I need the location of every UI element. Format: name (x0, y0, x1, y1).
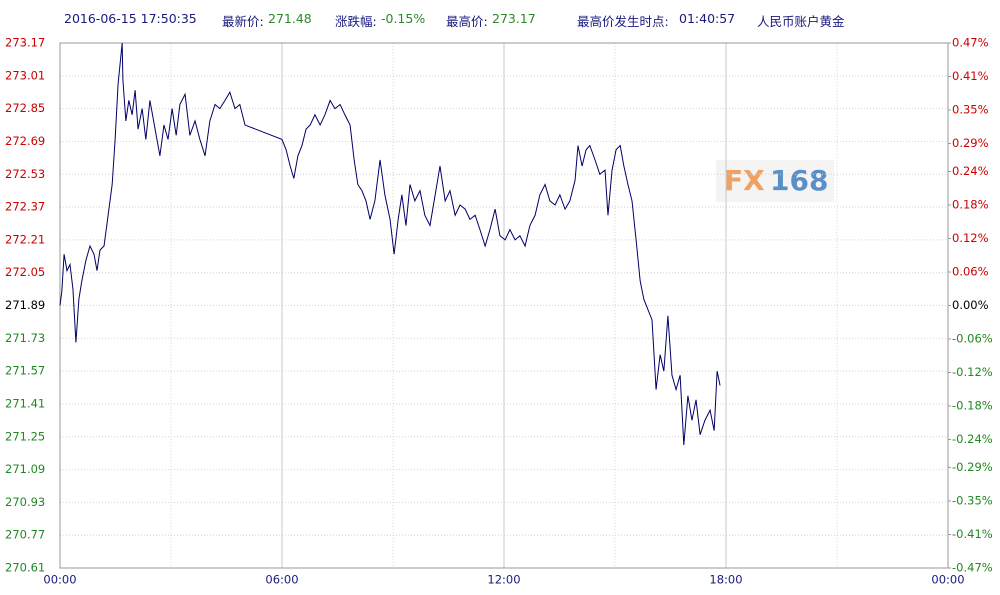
y-tick-label: 272.05 (5, 265, 45, 279)
y2-tick-label: -0.41% (952, 527, 993, 541)
y2-tick-label: 0.18% (952, 197, 989, 211)
y2-tick-label: -0.47% (952, 561, 993, 575)
y2-tick-label: -0.12% (952, 365, 993, 379)
y2-tick-label: -0.24% (952, 432, 993, 446)
y2-tick-label: -0.06% (952, 332, 993, 346)
y2-tick-label: 0.24% (952, 164, 989, 178)
high: 273.17 (492, 11, 536, 26)
y2-tick-label: -0.29% (952, 460, 993, 474)
latest-label: 最新价: (222, 14, 264, 29)
x-tick-label: 06:00 (265, 573, 298, 587)
y-tick-label: 272.37 (5, 200, 45, 214)
y-tick-label: 271.25 (5, 429, 45, 443)
y-tick-label: 272.85 (5, 101, 45, 115)
high-time-label: 最高价发生时点: (577, 14, 669, 29)
y-tick-label: 271.89 (5, 298, 45, 312)
product: 人民币账户黄金 (757, 14, 845, 29)
x-tick-label: 00:00 (931, 573, 964, 587)
header: 2016-06-15 17:50:35 最新价: 271.48 涨跌幅: -0.… (0, 0, 1000, 36)
y-tick-label: 272.53 (5, 167, 45, 181)
y-tick-label: 271.73 (5, 331, 45, 345)
price-line (59, 42, 721, 445)
y-tick-label: 272.21 (5, 232, 45, 246)
y-tick-label: 270.77 (5, 528, 45, 542)
y2-tick-label: 0.06% (952, 264, 989, 278)
y2-tick-label: 0.35% (952, 103, 989, 117)
y2-tick-label: -0.18% (952, 399, 993, 413)
datetime: 2016-06-15 17:50:35 (64, 11, 197, 26)
high-time: 01:40:57 (679, 11, 736, 26)
y-tick-label: 271.41 (5, 396, 45, 410)
x-tick-label: 12:00 (487, 573, 520, 587)
y2-tick-label: 0.12% (952, 231, 989, 245)
y-tick-label: 273.17 (5, 36, 45, 50)
high-label: 最高价: (446, 14, 488, 29)
x-tick-label: 18:00 (709, 573, 742, 587)
y-tick-label: 270.93 (5, 495, 45, 509)
change-label: 涨跌幅: (335, 14, 377, 29)
y2-tick-label: 0.41% (952, 69, 989, 83)
y2-tick-label: 0.47% (952, 36, 989, 50)
x-tick-label: 00:00 (43, 573, 76, 587)
y2-tick-label: 0.00% (952, 298, 989, 312)
y2-tick-label: -0.35% (952, 493, 993, 507)
y-tick-label: 270.61 (5, 561, 45, 575)
y-tick-label: 271.57 (5, 364, 45, 378)
y-tick-label: 273.01 (5, 68, 45, 82)
latest: 271.48 (268, 11, 312, 26)
watermark-168: 168 (770, 164, 828, 197)
y-tick-label: 272.69 (5, 134, 45, 148)
watermark-fx: FX (724, 164, 765, 197)
change: -0.15% (381, 11, 426, 26)
y2-tick-label: 0.29% (952, 136, 989, 150)
watermark-box (716, 160, 834, 202)
y-tick-label: 271.09 (5, 462, 45, 476)
